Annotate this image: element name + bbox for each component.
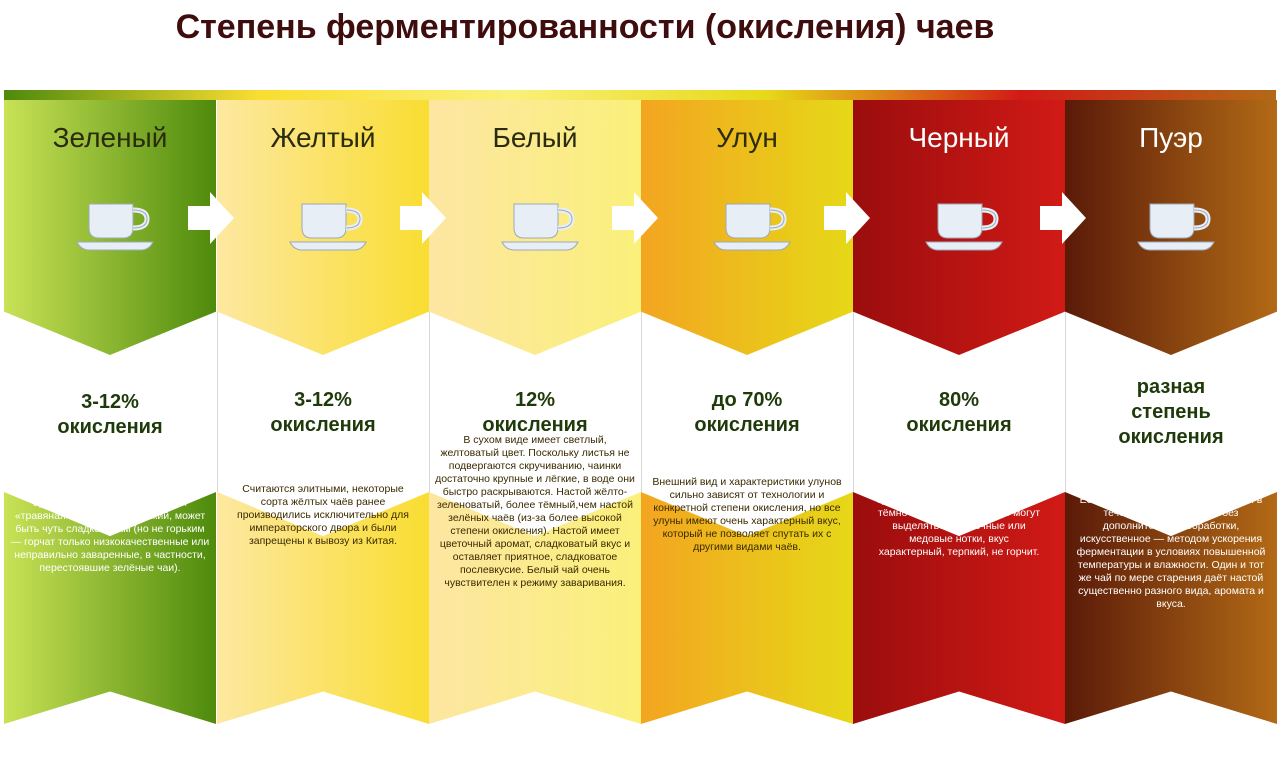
tea-description: Считаются элитными, некоторые сорта жёлт… xyxy=(237,483,409,547)
tea-description: Изготавливается как из почек, так и из з… xyxy=(1076,442,1266,610)
tea-name: Пуэр xyxy=(1139,122,1203,153)
tea-column: Пуэр разная степень окисления Изготавливае… xyxy=(1065,100,1277,760)
oxidation-label: разная степень окисления xyxy=(1118,376,1224,448)
oxidation-label: 80% окисления xyxy=(906,389,1012,436)
cup-saucer-icon xyxy=(76,203,154,251)
tea-column: Белый 12% окисления В сухом виде имеет све… xyxy=(429,100,641,760)
tea-name: Желтый xyxy=(270,122,376,153)
oxidation-label: 3-12% окисления xyxy=(270,389,376,436)
tea-description: В сухом виде имеет светлый, желтоватый ц… xyxy=(435,434,635,589)
cup-saucer-icon xyxy=(1137,203,1215,251)
right-arrow-icon xyxy=(400,192,446,244)
tea-column: Зеленый 3-12% окисления В сухом виде имеет… xyxy=(4,100,216,760)
right-arrow-icon xyxy=(188,192,234,244)
tea-description: Внешний вид и характеристики улунов силь… xyxy=(652,476,842,553)
tea-column: Желтый 3-12% окисления Считаются элитными,… xyxy=(217,100,429,760)
right-arrow-icon xyxy=(612,192,658,244)
column-divider xyxy=(429,312,430,492)
tea-column: Улун до 70% окисления Внешний вид и характ… xyxy=(641,100,853,760)
oxidation-label: 3-12% окисления xyxy=(57,391,163,438)
tea-name: Улун xyxy=(716,122,778,153)
tea-description: В сухом виде имеет тёмно-коричневый или … xyxy=(877,468,1041,558)
cup-saucer-icon xyxy=(713,203,791,251)
column-divider xyxy=(641,312,642,492)
column-divider xyxy=(1065,312,1066,492)
oxidation-label: 12% окисления xyxy=(482,389,588,436)
column-divider xyxy=(217,312,218,492)
column-divider xyxy=(853,312,854,492)
right-arrow-icon xyxy=(824,192,870,244)
page-title: Степень ферментированности (окисления) ч… xyxy=(175,8,995,46)
tea-name: Зеленый xyxy=(52,122,168,153)
cup-saucer-icon xyxy=(501,203,579,251)
tea-name: Белый xyxy=(492,122,578,153)
oxidation-label: до 70% окисления xyxy=(694,389,800,436)
tea-column: Черный 80% окисления В сухом виде имеет тё… xyxy=(853,100,1065,760)
cup-saucer-icon xyxy=(925,203,1003,251)
right-arrow-icon xyxy=(1040,192,1086,244)
cup-saucer-icon xyxy=(289,203,367,251)
tea-description: В сухом виде имеет зелёный цвет (от сала… xyxy=(10,432,210,574)
tea-name: Черный xyxy=(908,122,1010,153)
top-gradient-bar xyxy=(4,90,1276,100)
